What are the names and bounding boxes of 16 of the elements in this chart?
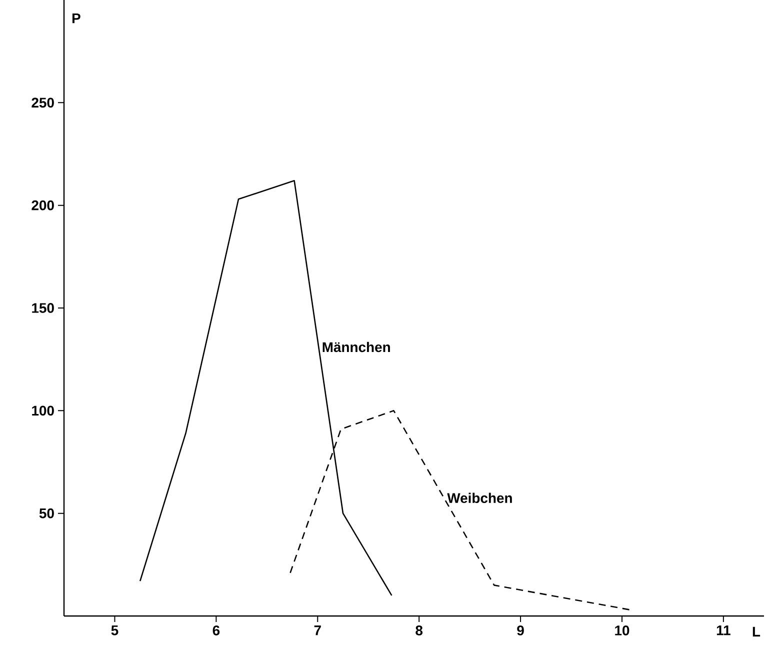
x-tick-label: 6	[212, 625, 220, 636]
y-tick-label: 250	[32, 98, 54, 108]
x-axis-title: L	[752, 626, 760, 636]
y-tick-label: 200	[32, 200, 54, 210]
series-label: Weibchen	[447, 492, 512, 504]
x-tick-label: 7	[314, 626, 321, 636]
series-label: Männchen	[322, 342, 390, 352]
x-tick-label: 11	[716, 626, 730, 636]
y-tick-label: 150	[32, 303, 54, 313]
x-tick-label: 5	[111, 626, 118, 636]
y-tick-label: 100	[32, 406, 54, 416]
y-tick-label: 50	[39, 508, 54, 518]
y-axis-title: P	[72, 14, 80, 24]
x-tick-label: 8	[416, 625, 423, 636]
x-tick-label: 10	[615, 625, 630, 636]
x-tick-label: 9	[517, 625, 524, 636]
